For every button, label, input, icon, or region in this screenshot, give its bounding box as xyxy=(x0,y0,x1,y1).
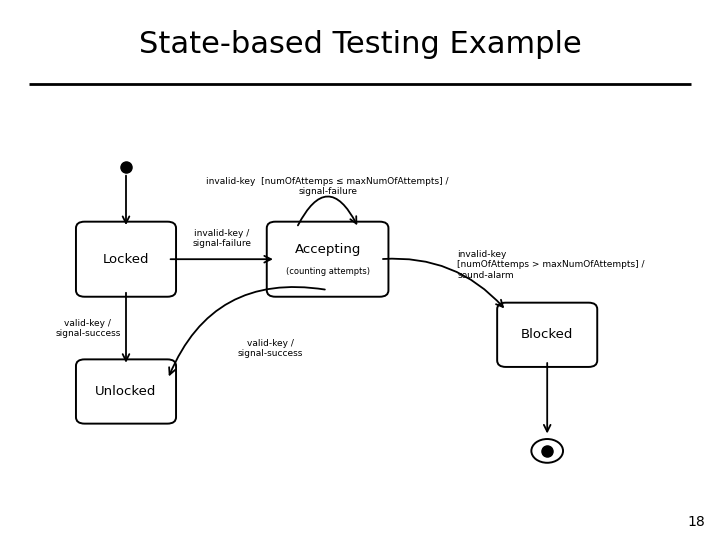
Text: invalid-key /
signal-failure: invalid-key / signal-failure xyxy=(192,229,251,248)
Text: invalid-key  [numOfAttemps ≤ maxNumOfAttempts] /
signal-failure: invalid-key [numOfAttemps ≤ maxNumOfAtte… xyxy=(207,177,449,196)
FancyBboxPatch shape xyxy=(76,360,176,423)
Text: valid-key /
signal-success: valid-key / signal-success xyxy=(238,339,302,358)
Text: Accepting: Accepting xyxy=(294,243,361,256)
Text: invalid-key
[numOfAttemps > maxNumOfAttempts] /
sound-alarm: invalid-key [numOfAttemps > maxNumOfAtte… xyxy=(457,249,644,280)
Text: State-based Testing Example: State-based Testing Example xyxy=(139,30,581,59)
FancyBboxPatch shape xyxy=(76,221,176,297)
FancyBboxPatch shape xyxy=(266,221,389,297)
Text: valid-key /
signal-success: valid-key / signal-success xyxy=(55,319,120,338)
Text: Unlocked: Unlocked xyxy=(95,385,157,398)
Text: Locked: Locked xyxy=(103,253,149,266)
Text: (counting attempts): (counting attempts) xyxy=(286,267,369,275)
FancyBboxPatch shape xyxy=(498,302,598,367)
Text: 18: 18 xyxy=(688,515,706,529)
Text: Blocked: Blocked xyxy=(521,328,573,341)
